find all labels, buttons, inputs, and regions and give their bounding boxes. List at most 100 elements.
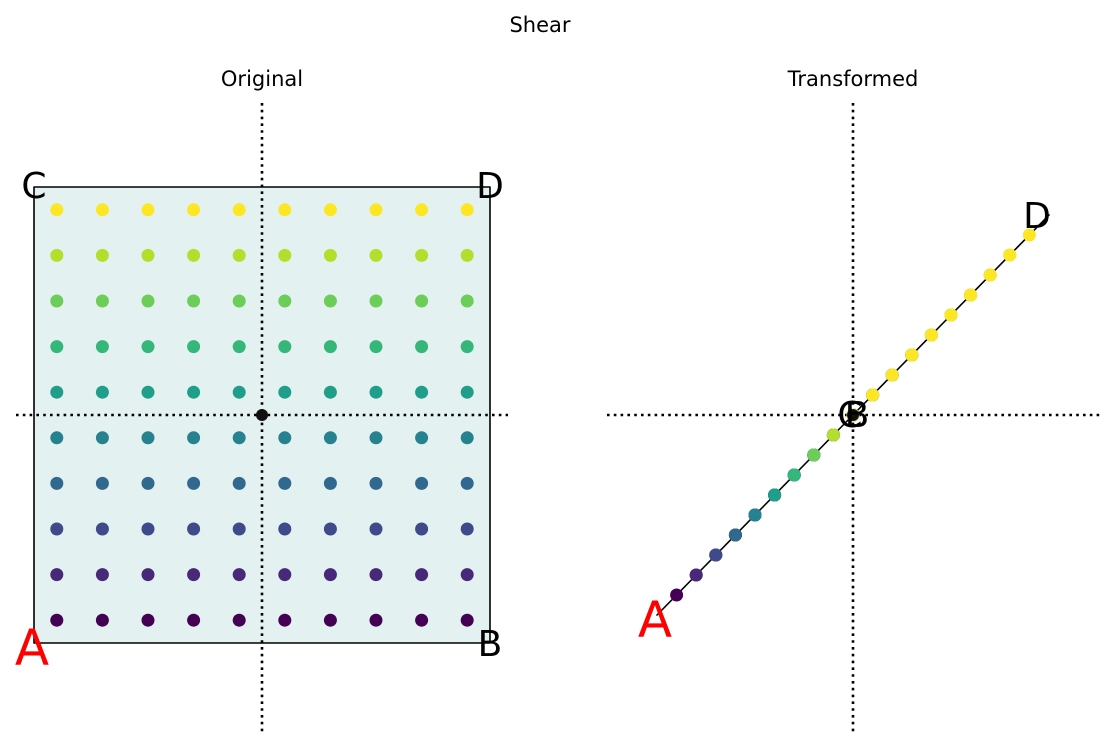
grid-point: [415, 294, 429, 308]
grid-point: [323, 522, 337, 536]
grid-point: [415, 568, 429, 582]
grid-point: [187, 203, 201, 217]
grid-point: [415, 476, 429, 490]
grid-point: [415, 385, 429, 399]
grid-point: [323, 203, 337, 217]
grid-point: [787, 468, 801, 482]
grid-point: [460, 248, 474, 262]
transformed-panel-title: Transformed: [787, 67, 919, 91]
transformed-corner-label-d: D: [1023, 196, 1051, 237]
grid-point: [415, 613, 429, 627]
figure-title: Shear: [509, 13, 570, 37]
grid-point: [232, 385, 246, 399]
grid-point: [460, 568, 474, 582]
grid-point: [141, 340, 155, 354]
grid-point: [278, 613, 292, 627]
grid-point: [709, 548, 723, 562]
grid-point: [278, 248, 292, 262]
grid-point: [141, 203, 155, 217]
grid-point: [323, 248, 337, 262]
grid-point: [964, 288, 978, 302]
grid-point: [141, 476, 155, 490]
grid-point: [866, 388, 880, 402]
transformed-panel: Transformed A B C D: [607, 67, 1100, 733]
grid-point: [95, 431, 109, 445]
grid-point: [50, 385, 64, 399]
grid-point: [415, 431, 429, 445]
grid-point: [369, 340, 383, 354]
grid-point: [369, 248, 383, 262]
grid-point: [323, 613, 337, 627]
grid-point: [95, 203, 109, 217]
grid-point: [50, 613, 64, 627]
grid-point: [278, 340, 292, 354]
grid-point: [141, 522, 155, 536]
original-corner-label-a: A: [15, 619, 49, 677]
grid-point: [369, 522, 383, 536]
grid-point: [141, 431, 155, 445]
grid-point: [141, 385, 155, 399]
grid-point: [460, 385, 474, 399]
grid-point: [323, 294, 337, 308]
grid-point: [369, 568, 383, 582]
grid-point: [1022, 228, 1036, 242]
grid-point: [50, 476, 64, 490]
grid-point: [50, 203, 64, 217]
grid-point: [670, 588, 684, 602]
grid-point: [369, 613, 383, 627]
grid-point: [187, 385, 201, 399]
grid-point: [187, 431, 201, 445]
grid-point: [826, 428, 840, 442]
grid-point: [415, 340, 429, 354]
grid-point: [95, 522, 109, 536]
grid-point: [50, 568, 64, 582]
grid-point: [232, 476, 246, 490]
original-point-grid: [50, 203, 474, 627]
grid-point: [95, 294, 109, 308]
grid-point: [187, 340, 201, 354]
grid-point: [232, 340, 246, 354]
grid-point: [278, 431, 292, 445]
grid-point: [415, 248, 429, 262]
transformed-corner-label-a: A: [638, 591, 672, 649]
grid-point: [141, 248, 155, 262]
grid-point: [187, 248, 201, 262]
grid-point: [141, 613, 155, 627]
original-panel: Original A B C D: [15, 67, 508, 733]
grid-point: [323, 476, 337, 490]
transformed-parallelogram: [656, 214, 1050, 616]
grid-point: [278, 294, 292, 308]
grid-point: [983, 268, 997, 282]
grid-point: [460, 476, 474, 490]
grid-point: [460, 340, 474, 354]
grid-point: [885, 368, 899, 382]
grid-point: [460, 613, 474, 627]
grid-point: [232, 568, 246, 582]
grid-point: [369, 294, 383, 308]
grid-point: [728, 528, 742, 542]
grid-point: [232, 294, 246, 308]
grid-point: [1003, 248, 1017, 262]
grid-point: [232, 613, 246, 627]
grid-point: [95, 613, 109, 627]
grid-point: [187, 476, 201, 490]
original-origin-point: [256, 409, 268, 421]
grid-point: [748, 508, 762, 522]
grid-point: [369, 203, 383, 217]
original-corner-label-c: C: [21, 166, 46, 207]
original-corner-label-b: B: [478, 624, 503, 665]
grid-point: [187, 613, 201, 627]
original-corner-label-d: D: [476, 166, 504, 207]
grid-point: [460, 203, 474, 217]
grid-point: [924, 328, 938, 342]
grid-point: [768, 488, 782, 502]
grid-point: [415, 203, 429, 217]
grid-point: [323, 340, 337, 354]
grid-point: [95, 385, 109, 399]
grid-point: [323, 568, 337, 582]
grid-point: [278, 522, 292, 536]
grid-point: [50, 294, 64, 308]
grid-point: [50, 248, 64, 262]
grid-point: [460, 431, 474, 445]
